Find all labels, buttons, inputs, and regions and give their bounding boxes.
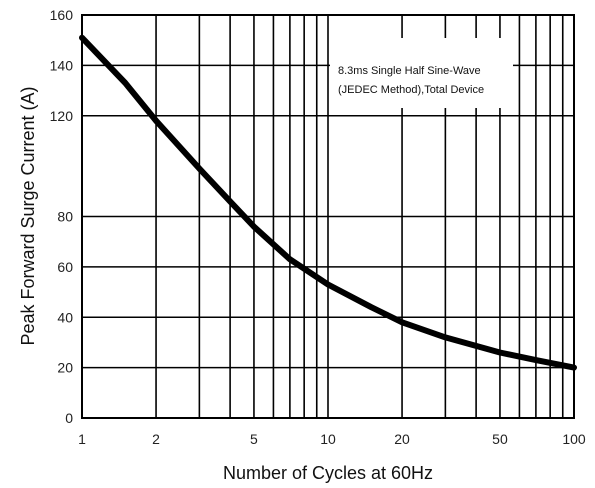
x-tick-labels: 1 2 5 10 20 50 100 — [78, 431, 586, 447]
y-tick-label: 120 — [50, 108, 74, 124]
x-tick-label: 10 — [320, 431, 336, 447]
y-tick-label: 40 — [57, 309, 73, 325]
grid-lines — [82, 15, 574, 418]
x-tick-label: 20 — [394, 431, 410, 447]
x-axis-label: Number of Cycles at 60Hz — [223, 463, 433, 483]
annotation-box: 8.3ms Single Half Sine-Wave (JEDEC Metho… — [330, 38, 513, 108]
x-tick-label: 2 — [152, 431, 160, 447]
annotation-line-2: (JEDEC Method),Total Device — [338, 84, 484, 96]
y-tick-label: 140 — [50, 57, 74, 73]
y-tick-label: 0 — [65, 410, 73, 426]
y-tick-label: 20 — [57, 360, 73, 376]
x-tick-label: 1 — [78, 431, 86, 447]
x-tick-label: 100 — [562, 431, 586, 447]
x-tick-label: 5 — [250, 431, 258, 447]
annotation-line-1: 8.3ms Single Half Sine-Wave — [338, 65, 481, 77]
y-tick-label: 60 — [57, 259, 73, 275]
surge-current-curve — [79, 34, 577, 371]
x-tick-label: 50 — [492, 431, 508, 447]
y-tick-label: 80 — [57, 209, 73, 225]
plot-frame — [81, 14, 575, 419]
y-tick-labels: 0 20 40 60 80 120 140 160 — [50, 7, 74, 426]
y-tick-label: 160 — [50, 7, 74, 23]
y-axis-label: Peak Forward Surge Current (A) — [18, 86, 38, 345]
series-layer — [79, 34, 577, 371]
